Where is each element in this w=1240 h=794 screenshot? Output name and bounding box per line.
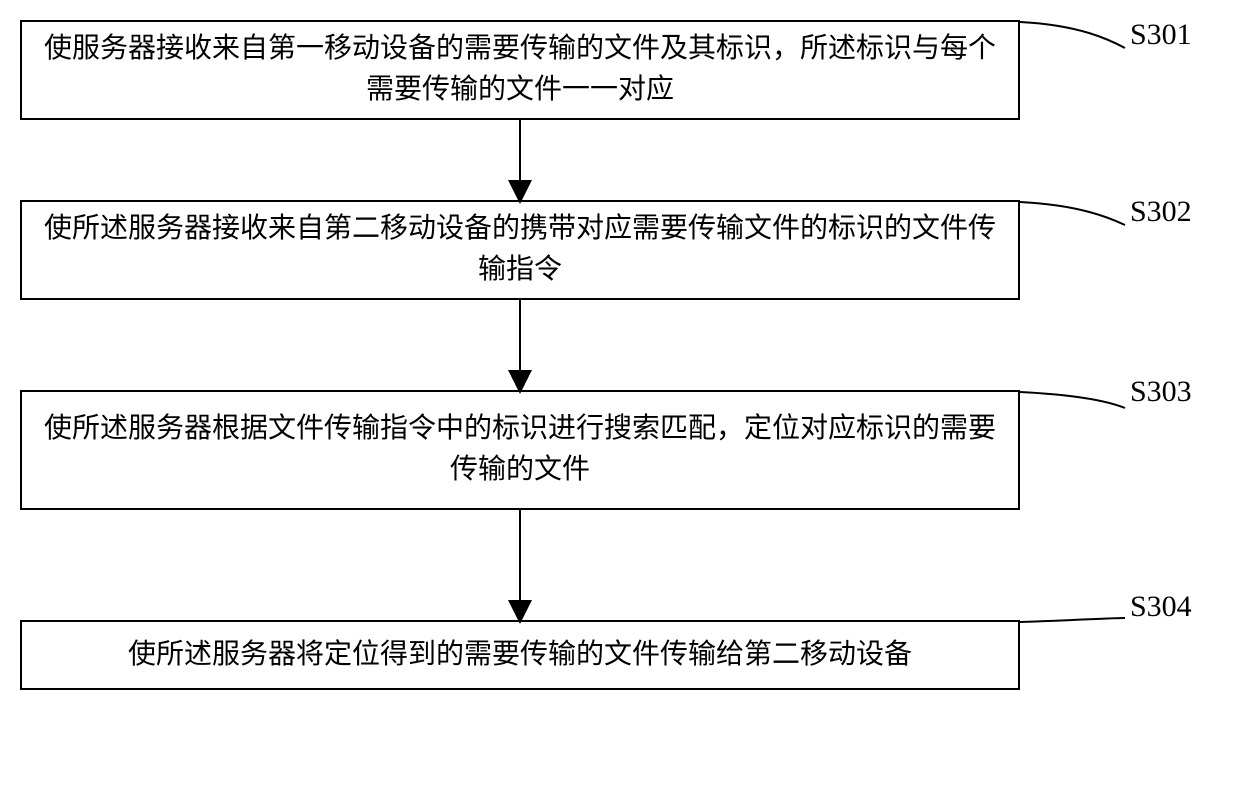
flow-label-s302: S302 <box>1130 195 1192 229</box>
flow-node-text: 使服务器接收来自第一移动设备的需要传输的文件及其标识，所述标识与每个需要传输的文… <box>42 29 998 110</box>
flow-node-s304: 使所述服务器将定位得到的需要传输的文件传输给第二移动设备 <box>20 620 1020 690</box>
callout-s304 <box>1020 618 1125 622</box>
flow-label-s301: S301 <box>1130 18 1192 52</box>
flow-node-s302: 使所述服务器接收来自第二移动设备的携带对应需要传输文件的标识的文件传输指令 <box>20 200 1020 300</box>
flowchart-canvas: 使服务器接收来自第一移动设备的需要传输的文件及其标识，所述标识与每个需要传输的文… <box>0 0 1240 794</box>
callout-s302 <box>1020 202 1125 225</box>
flow-node-text: 使所述服务器根据文件传输指令中的标识进行搜索匹配，定位对应标识的需要传输的文件 <box>42 409 998 490</box>
flow-label-s303: S303 <box>1130 375 1192 409</box>
callout-s303 <box>1020 392 1125 408</box>
flow-node-text: 使所述服务器将定位得到的需要传输的文件传输给第二移动设备 <box>128 635 912 676</box>
flow-node-s301: 使服务器接收来自第一移动设备的需要传输的文件及其标识，所述标识与每个需要传输的文… <box>20 20 1020 120</box>
flow-label-s304: S304 <box>1130 590 1192 624</box>
flow-node-s303: 使所述服务器根据文件传输指令中的标识进行搜索匹配，定位对应标识的需要传输的文件 <box>20 390 1020 510</box>
flow-node-text: 使所述服务器接收来自第二移动设备的携带对应需要传输文件的标识的文件传输指令 <box>42 209 998 290</box>
callout-s301 <box>1020 22 1125 48</box>
